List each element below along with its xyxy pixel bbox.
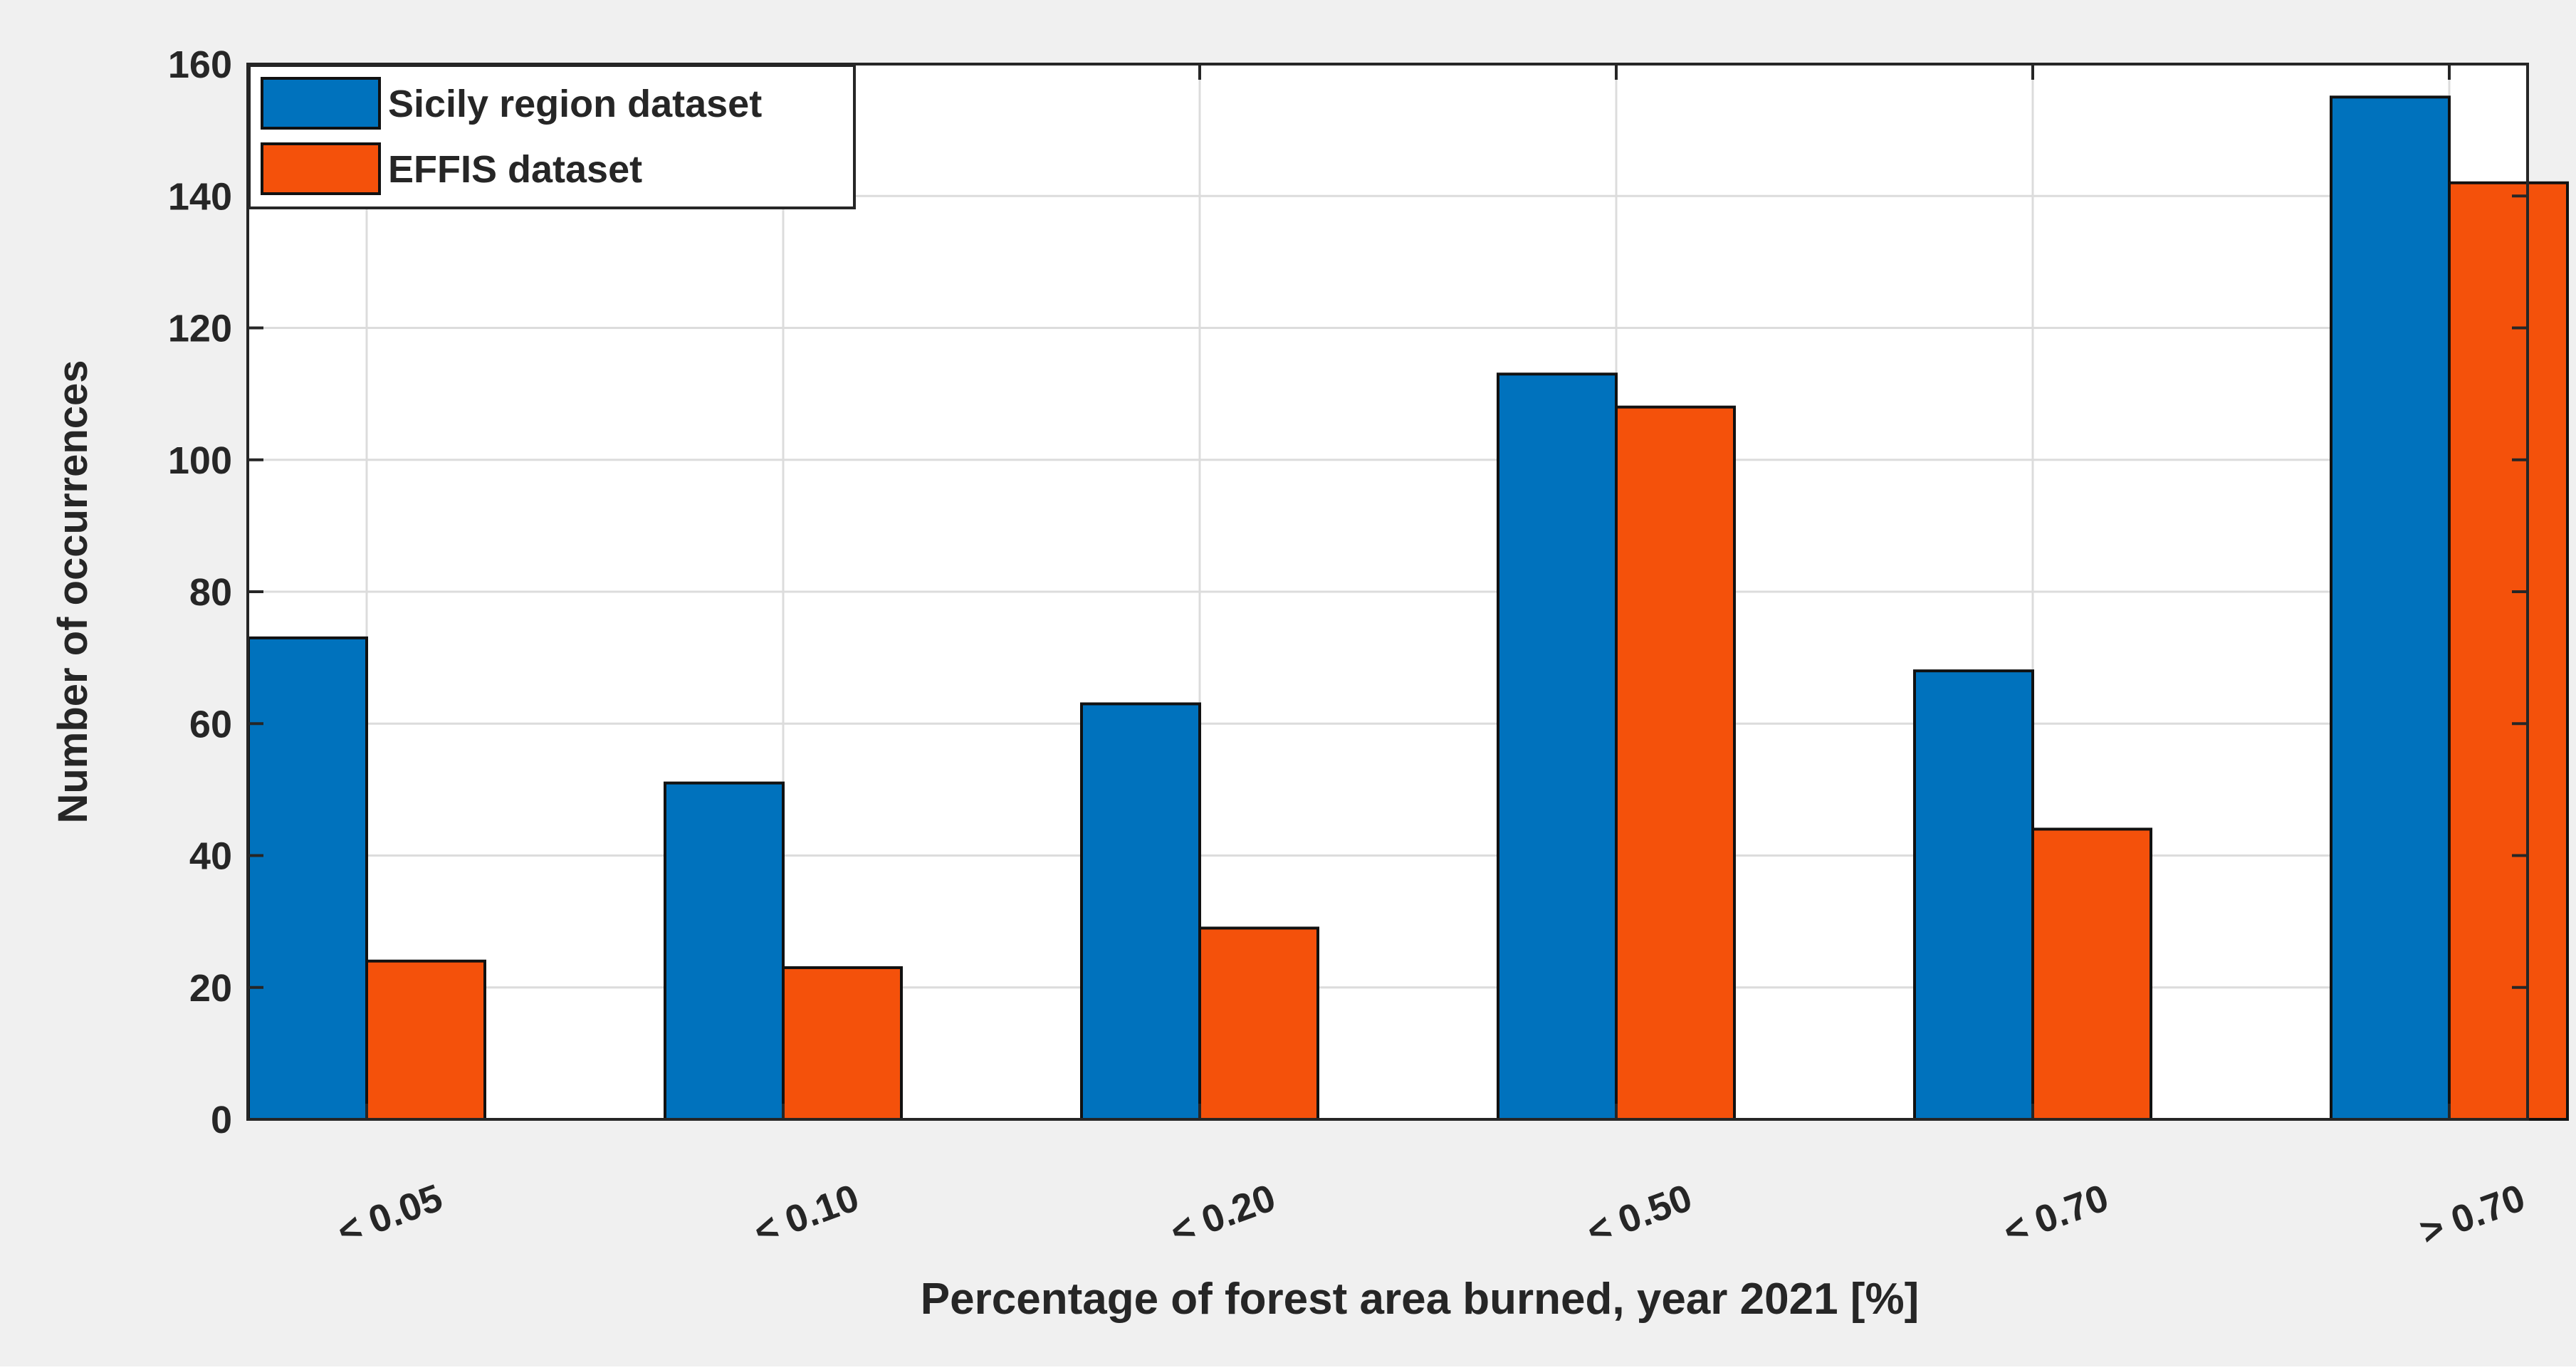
legend-label: Sicily region dataset [388,83,762,125]
y-tick-label: 120 [168,308,232,350]
legend-swatch [261,142,381,195]
bar-effis [1198,926,1319,1121]
ticks [248,63,2528,1121]
y-tick-label: 160 [168,43,232,86]
bar-effis [782,966,903,1121]
x-axis-label: Percentage of forest area burned, year 2… [921,1275,1919,1324]
bar-effis [2448,181,2569,1121]
y-tick-labels: 0 20 40 60 80 100 120 140 160 [168,43,232,1141]
grid [248,63,2528,1121]
y-tick-label: 140 [168,175,232,218]
y-tick-label: 20 [189,967,232,1010]
bar-effis [365,959,486,1121]
bar-sicily [1913,669,2034,1121]
y-tick-label: 40 [189,835,232,878]
legend-label: EFFIS dataset [388,148,642,191]
bar-effis [1615,405,1736,1121]
bar-sicily [1080,702,1201,1121]
bar-sicily [2330,95,2451,1121]
bar-sicily [247,636,368,1121]
y-axis-label: Number of occurrences [50,360,96,823]
bar-sicily [1497,372,1618,1121]
bar-sicily [664,781,785,1121]
y-tick-label: 60 [189,703,232,746]
y-tick-label: 80 [189,571,232,614]
bars [247,95,2569,1121]
y-tick-label: 100 [168,439,232,482]
bar-effis [2031,827,2152,1121]
legend: Sicily region dataset EFFIS dataset [248,64,856,209]
y-tick-label: 0 [211,1099,232,1141]
legend-swatch [261,77,381,130]
